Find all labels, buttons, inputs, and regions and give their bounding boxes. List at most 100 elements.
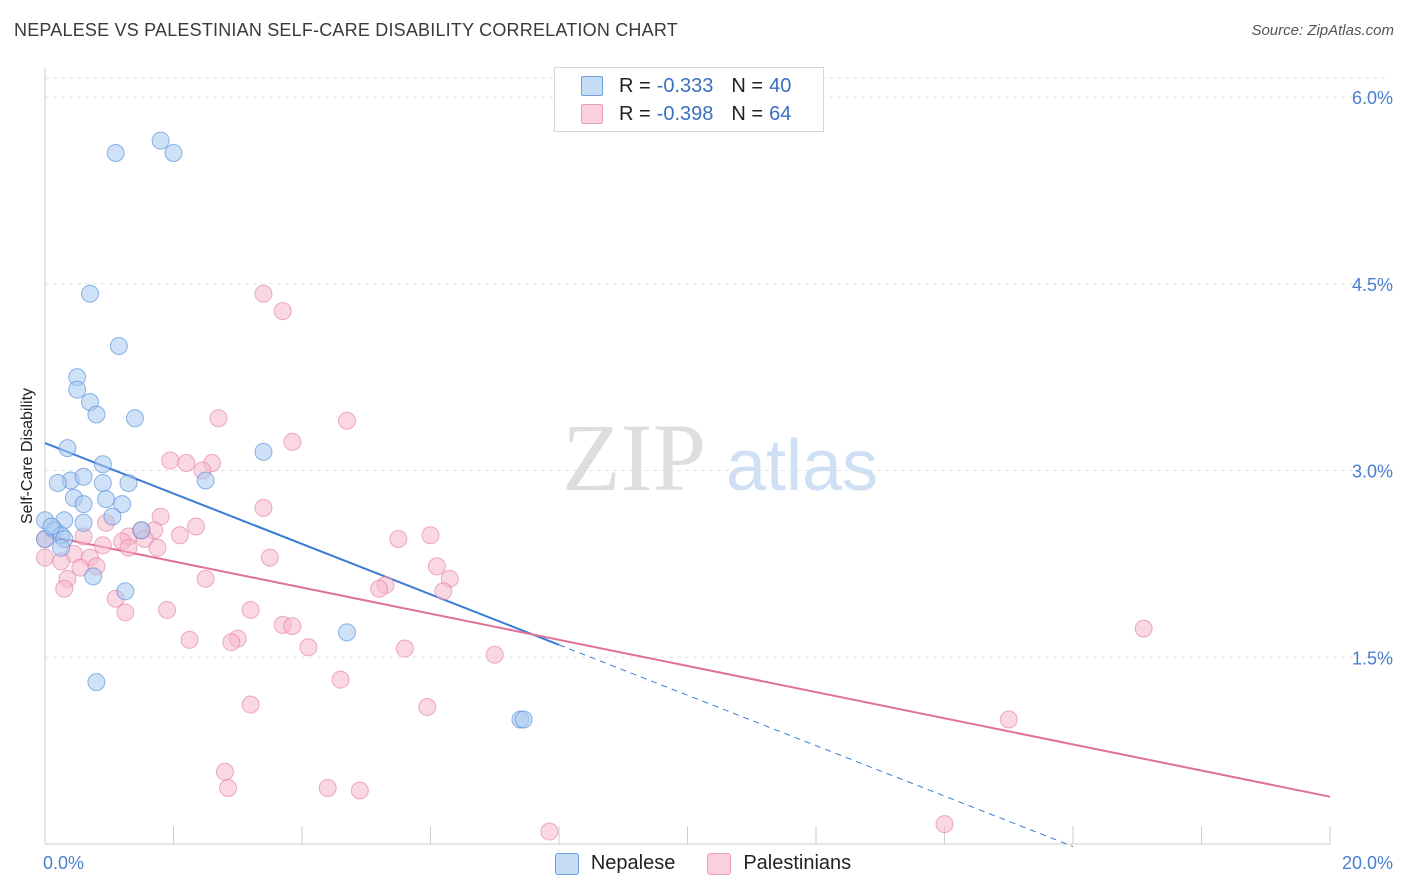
source-label: Source: ZipAtlas.com	[1251, 22, 1394, 39]
legend-swatch-palestinians	[581, 104, 603, 124]
palestinians-point-47	[180, 630, 199, 649]
legend-row-nepalese: R = -0.333 N = 40	[581, 74, 797, 98]
nepalese-point-33	[116, 582, 135, 601]
legend-r-value-palestinians: -0.398	[656, 102, 714, 125]
nepalese-point-3	[80, 284, 99, 303]
nepalese-point-14	[48, 473, 67, 492]
palestinians-point-30	[260, 548, 279, 567]
nepalese-point-12	[254, 442, 273, 461]
nepalese-point-10	[58, 439, 77, 458]
palestinians-point-5	[161, 451, 180, 470]
palestinians-point-9	[254, 498, 273, 517]
palestinians-point-41	[158, 600, 177, 619]
palestinians-point-46	[1134, 619, 1153, 638]
palestinians-point-61	[935, 815, 954, 834]
grid-lines	[45, 77, 1390, 658]
watermark: ZIP atlas	[562, 404, 878, 511]
palestinians-point-49	[222, 633, 241, 652]
palestinians-point-35	[196, 569, 215, 588]
palestinians-point-59	[318, 778, 337, 797]
nepalese-point-28	[132, 521, 151, 540]
y-tick-label-3: 6.0%	[1352, 88, 1393, 108]
chart-title: NEPALESE VS PALESTINIAN SELF-CARE DISABI…	[14, 20, 678, 40]
palestinians-point-4	[283, 432, 302, 451]
palestinians-trend-line	[44, 534, 1331, 798]
series-nepalese	[36, 131, 533, 729]
tick-labels: 1.5% 3.0% 4.5% 6.0% 0.0% 20.0%	[43, 88, 1393, 873]
legend-swatch-nepalese	[581, 76, 603, 96]
nepalese-point-24	[74, 513, 93, 532]
y-tick-label-2: 4.5%	[1352, 275, 1393, 295]
palestinians-point-54	[241, 695, 260, 714]
data-points	[36, 131, 1153, 841]
legend-label-palestinians: Palestinians	[743, 852, 852, 874]
palestinians-point-3	[337, 411, 356, 430]
palestinians-point-2	[209, 409, 228, 428]
palestinians-point-56	[999, 710, 1018, 729]
palestinians-point-28	[36, 548, 54, 567]
legend-r-value-nepalese: -0.333	[656, 74, 714, 97]
palestinians-point-42	[241, 600, 260, 619]
nepalese-point-0	[106, 144, 125, 163]
palestinians-point-53	[331, 670, 350, 689]
legend-swatch-nepalese	[554, 852, 579, 875]
palestinians-point-21	[421, 526, 440, 545]
nepalese-point-31	[52, 538, 71, 557]
nepalese-point-20	[74, 495, 93, 514]
nepalese-point-25	[103, 507, 122, 526]
axes	[44, 68, 1331, 845]
palestinians-point-25	[148, 538, 167, 557]
x-tick-label-max: 20.0%	[1342, 853, 1393, 873]
legend-item-nepalese: Nepalese	[554, 852, 676, 875]
palestinians-point-60	[350, 781, 369, 800]
nepalese-point-32	[84, 567, 103, 586]
nepalese-point-39	[42, 517, 61, 536]
series-palestinians	[36, 284, 1153, 841]
nepalese-point-35	[337, 623, 356, 642]
x-tick-label-min: 0.0%	[43, 853, 84, 873]
legend-item-palestinians: Palestinians	[707, 852, 851, 875]
legend-n-value-nepalese: 40	[769, 74, 792, 97]
nepalese-point-34	[196, 471, 215, 490]
palestinians-point-58	[219, 778, 238, 797]
legend-n-label: N =	[731, 74, 764, 97]
y-axis-label: Self-Care Disability	[19, 387, 36, 525]
palestinians-point-57	[215, 762, 234, 781]
palestinians-point-43	[116, 603, 135, 622]
palestinians-point-55	[418, 698, 437, 717]
palestinians-point-32	[427, 557, 446, 576]
nepalese-point-17	[119, 473, 138, 492]
palestinians-point-39	[434, 582, 453, 601]
nepalese-point-11	[93, 455, 112, 474]
legend-swatch-palestinians	[707, 852, 732, 875]
y-tick-label-1: 3.0%	[1352, 462, 1393, 482]
palestinians-point-1	[273, 302, 292, 321]
palestinians-point-0	[254, 284, 273, 303]
legend-n-label: N =	[731, 102, 764, 125]
palestinians-point-45	[283, 617, 302, 636]
y-tick-label-0: 1.5%	[1352, 648, 1393, 668]
nepalese-point-16	[93, 473, 112, 492]
palestinians-point-6	[177, 454, 196, 473]
palestinians-point-23	[93, 536, 112, 555]
nepalese-point-4	[109, 337, 128, 355]
nepalese-point-2	[164, 144, 183, 163]
legend-r-label: R =	[619, 102, 651, 125]
series-legend: Nepalese Palestinians	[0, 852, 1406, 875]
legend-row-palestinians: R = -0.398 N = 64	[581, 102, 797, 126]
nepalese-point-1	[151, 131, 170, 150]
legend-r-label: R =	[619, 74, 651, 97]
palestinians-point-51	[395, 639, 414, 658]
legend-label-nepalese: Nepalese	[590, 852, 676, 874]
legend-n-value-palestinians: 64	[769, 102, 792, 125]
palestinians-point-24	[119, 538, 138, 557]
nepalese-point-38	[514, 710, 533, 729]
palestinians-point-52	[485, 645, 504, 664]
correlation-legend: R = -0.333 N = 40 R = -0.398 N = 64	[554, 67, 824, 132]
palestinians-point-13	[170, 526, 189, 545]
nepalese-point-6	[68, 380, 87, 399]
nepalese-point-9	[125, 409, 144, 428]
palestinians-point-38	[370, 579, 389, 598]
palestinians-point-62	[540, 822, 559, 841]
